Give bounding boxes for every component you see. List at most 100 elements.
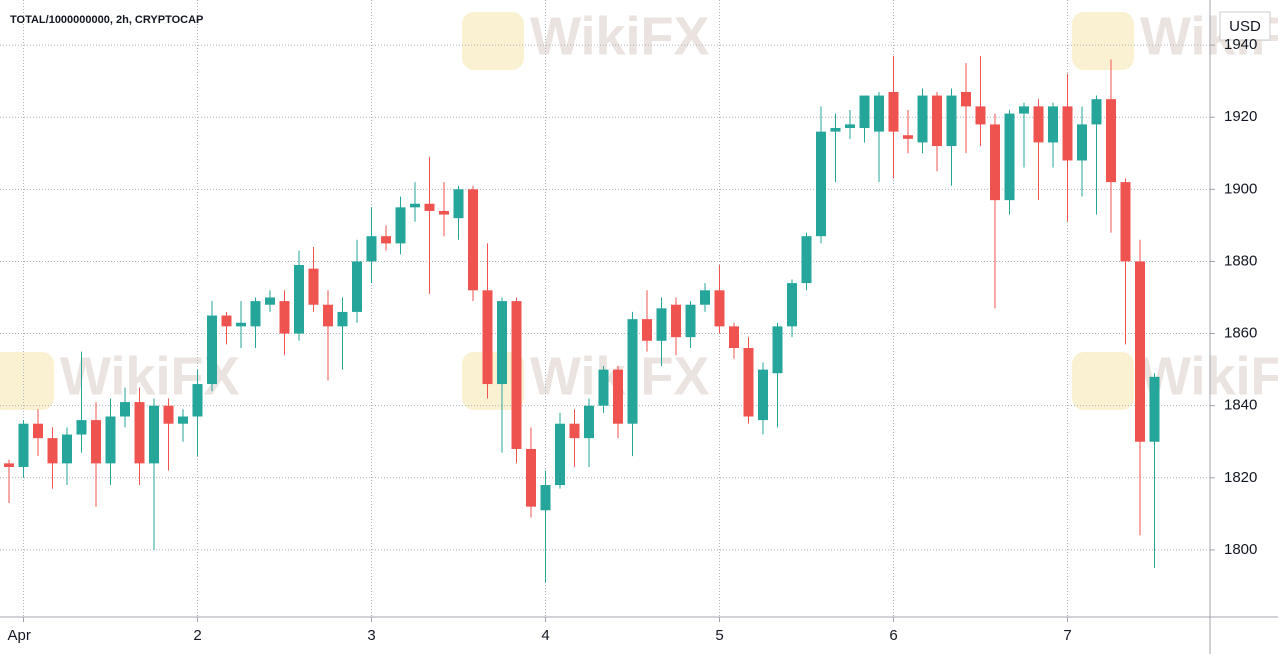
candle-body (1135, 261, 1145, 442)
x-tick-label: 3 (367, 627, 375, 644)
y-tick-label: 1840 (1224, 397, 1257, 414)
candle-body (105, 416, 116, 464)
candle-body (337, 311, 348, 327)
candle-body (540, 485, 551, 511)
candle-body (1004, 113, 1015, 201)
candle-body (598, 369, 609, 406)
watermark-logo (462, 352, 524, 410)
candle-body (120, 402, 130, 417)
candle-body (758, 369, 768, 421)
candle-body (91, 420, 101, 464)
y-tick-label: 1800 (1224, 541, 1257, 558)
watermark-logo (0, 352, 54, 410)
candle-body (946, 95, 957, 147)
candle-body (62, 434, 72, 464)
candle-body (163, 405, 174, 424)
candle-body (642, 319, 652, 341)
candle-body (76, 420, 87, 435)
candle-body (801, 236, 812, 284)
candle-body (18, 423, 29, 467)
candle-body (207, 315, 217, 385)
candle-body (627, 319, 638, 424)
candle-body (4, 463, 14, 467)
candle-body (874, 95, 884, 132)
x-tick-label: Apr (8, 627, 31, 644)
candle-body (279, 301, 290, 334)
y-tick-label: 1940 (1224, 36, 1257, 53)
candle-body (1120, 182, 1131, 262)
candle-body (395, 207, 406, 244)
x-tick-label: 2 (193, 627, 201, 644)
candle-body (917, 95, 928, 143)
candle-body (671, 304, 681, 338)
watermark-logo (1072, 12, 1134, 70)
candle-body (816, 131, 826, 237)
x-tick-label: 4 (541, 627, 549, 644)
x-tick-label: 5 (715, 627, 723, 644)
candle-body (439, 210, 449, 215)
candle-body (1077, 124, 1087, 161)
candle-body (1048, 106, 1058, 143)
candle-body (961, 91, 971, 107)
candle-body (352, 261, 362, 312)
candle-body (1033, 106, 1044, 143)
candle-body (1019, 106, 1029, 114)
candle-body (729, 326, 739, 348)
candle-body (845, 124, 855, 129)
candle-body (1106, 99, 1116, 183)
candle-body (497, 301, 507, 385)
candle-body (1091, 99, 1102, 125)
candle-body (772, 326, 783, 374)
candle-body (685, 304, 696, 338)
x-tick-label: 6 (889, 627, 897, 644)
x-tick-label: 7 (1063, 627, 1071, 644)
candle-body (613, 369, 623, 424)
candle-body (830, 128, 841, 132)
candle-body (584, 405, 594, 439)
watermark: WikiFX (1140, 346, 1278, 406)
candle-body (453, 189, 464, 219)
candle-body (468, 189, 478, 291)
candle-body (526, 448, 536, 507)
candle-body (1062, 106, 1073, 161)
candle-body (265, 297, 275, 305)
y-tick-label: 1860 (1224, 325, 1257, 342)
candle-body (33, 423, 43, 439)
candle-body (250, 301, 261, 327)
y-tick-label: 1880 (1224, 252, 1257, 269)
candle-body (990, 124, 1000, 201)
candle-body (236, 322, 246, 327)
candle-body (410, 203, 420, 208)
candle-body (221, 315, 232, 327)
candle-body (656, 308, 667, 341)
candle-body (134, 402, 145, 464)
candle-body (323, 304, 333, 327)
watermark: WikiFX (530, 6, 710, 66)
candle-body (424, 203, 435, 211)
candle-body (569, 423, 580, 439)
candle-body (743, 347, 754, 417)
candle-body (47, 438, 58, 464)
candle-body (149, 405, 159, 464)
candle-body (888, 91, 899, 132)
candle-body (859, 95, 870, 129)
candle-body (975, 106, 986, 125)
candle-body (482, 290, 493, 385)
candle-body (1149, 376, 1160, 442)
candle-body (903, 135, 913, 139)
watermark-logo (1072, 352, 1134, 410)
y-label-box (1219, 11, 1271, 41)
candle-body (787, 283, 797, 327)
candle-body (714, 290, 725, 327)
candle-body (294, 265, 304, 334)
candle-body (366, 236, 377, 262)
y-tick-label: 1820 (1224, 469, 1257, 486)
candle-body (555, 423, 565, 486)
y-axis-label: USD (1229, 18, 1261, 35)
chart-title: TOTAL/1000000000, 2h, CRYPTOCAP (10, 14, 203, 26)
candle-body (308, 268, 319, 305)
candle-body (192, 384, 203, 417)
candle-body (178, 416, 188, 424)
